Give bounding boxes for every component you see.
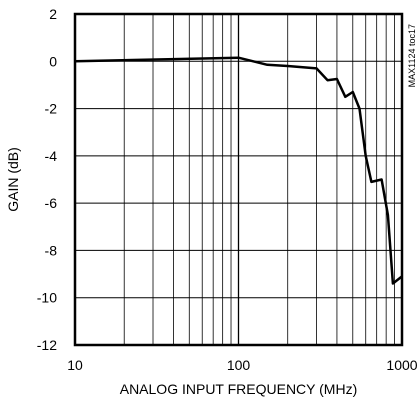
- y-tick-label: -6: [45, 195, 58, 211]
- y-tick-label: -10: [37, 290, 57, 306]
- gain-series-line: [74, 56, 403, 285]
- y-axis-title: GAIN (dB): [5, 147, 21, 212]
- series-layer: [74, 56, 403, 285]
- y-tick-label: -2: [45, 101, 58, 117]
- y-tick-label: -4: [45, 148, 58, 164]
- y-tick-label: -8: [45, 242, 58, 258]
- plot-frame: [73, 12, 404, 347]
- y-tick-labels: 2 0 -2 -4 -6 -8 -10 -12: [37, 6, 57, 353]
- figure-code-label: MAX1124 toc17: [407, 24, 417, 87]
- y-tick-label: -12: [37, 337, 57, 353]
- x-tick-label: 1000: [386, 357, 417, 373]
- y-tick-label: 2: [49, 6, 57, 22]
- y-tick-label: 0: [49, 53, 57, 69]
- x-tick-label: 100: [227, 357, 251, 373]
- x-tick-label: 10: [67, 357, 83, 373]
- x-axis-title: ANALOG INPUT FREQUENCY (MHz): [120, 381, 358, 397]
- x-tick-labels: 10 100 1000: [67, 357, 418, 373]
